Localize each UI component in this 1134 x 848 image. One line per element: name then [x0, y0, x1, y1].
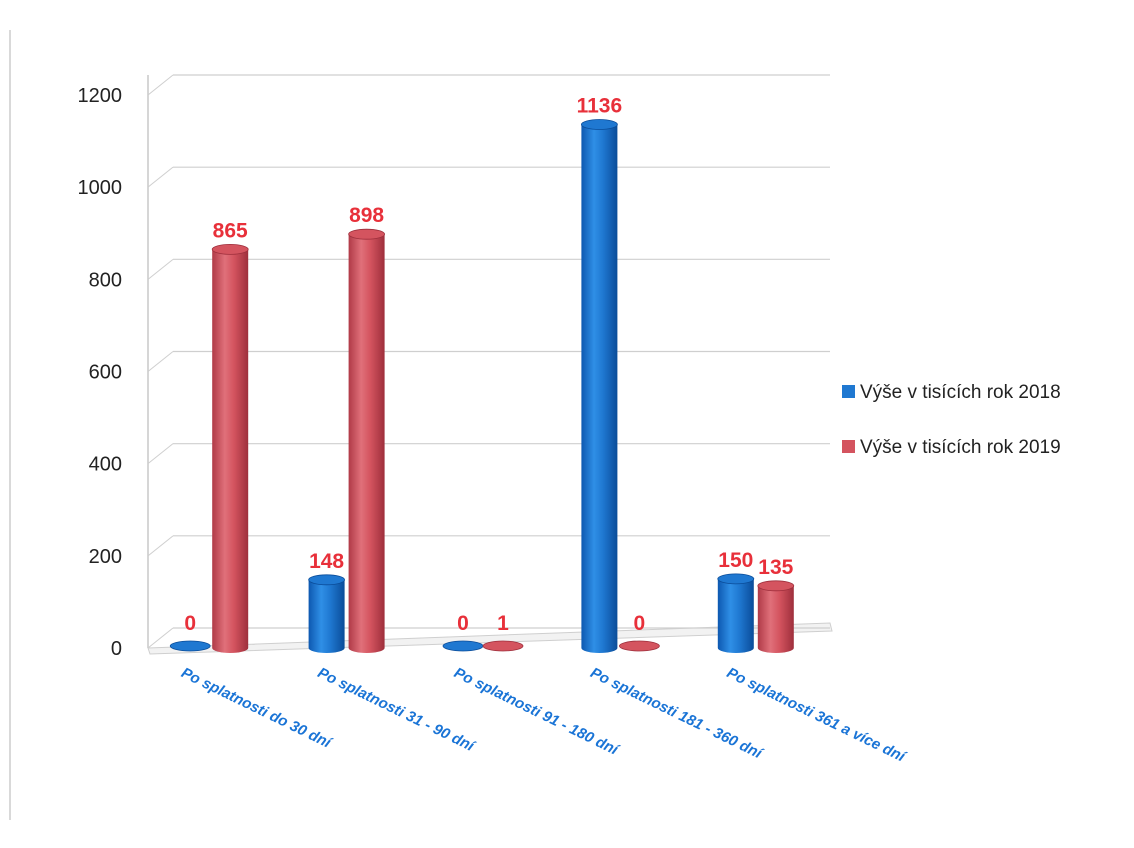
bar-flat: [442, 640, 484, 652]
bar-top: [348, 228, 386, 240]
category-label: Po splatnosti do 30 dní: [178, 664, 335, 752]
bar-body: [212, 249, 249, 654]
y-tick-label: 600: [89, 362, 122, 384]
y-tick-label: 200: [89, 546, 122, 568]
bar-top: [581, 119, 618, 130]
bar: [348, 228, 386, 653]
data-label: 865: [213, 219, 248, 242]
data-label: 1136: [577, 94, 623, 117]
gridline-depth: [147, 258, 174, 280]
data-label: 150: [718, 549, 753, 572]
bar-body: [717, 578, 754, 653]
gridline-depth: [147, 166, 174, 188]
bar: [581, 119, 618, 653]
y-tick-label: 1000: [78, 177, 123, 199]
legend-swatch: [842, 440, 855, 453]
bar-top: [308, 574, 346, 586]
gridline-depth: [147, 351, 174, 372]
bar: [717, 573, 755, 653]
bar-flat: [619, 640, 660, 652]
data-label: 0: [634, 612, 646, 635]
bar: [619, 640, 660, 652]
bar: [169, 640, 211, 652]
data-label: 135: [758, 556, 793, 579]
y-tick-label: 400: [89, 454, 122, 476]
data-label: 898: [349, 204, 384, 227]
y-tick-label: 800: [89, 269, 122, 291]
bar-flat: [482, 640, 524, 652]
y-tick-label: 1200: [78, 85, 123, 107]
bar-flat: [169, 640, 211, 652]
gridline-depth: [147, 627, 174, 649]
gridline-depth: [147, 443, 174, 465]
bar-body: [308, 579, 345, 653]
bar-body: [348, 234, 385, 653]
data-label: 148: [309, 550, 344, 573]
bar: [757, 580, 795, 653]
gridline-depth: [147, 74, 174, 96]
bar: [308, 574, 346, 653]
bar-top: [757, 580, 795, 592]
bar: [442, 640, 484, 652]
y-tick-label: 0: [111, 638, 122, 660]
page-border-left: [9, 30, 11, 820]
bar: [211, 243, 249, 654]
bar-body: [757, 585, 794, 653]
bar-top: [211, 243, 249, 255]
legend-label: Výše v tisících rok 2019: [860, 437, 1061, 458]
bar: [482, 640, 524, 652]
legend-label: Výše v tisících rok 2018: [860, 382, 1061, 403]
data-label: 0: [184, 612, 196, 635]
legend-swatch: [842, 385, 855, 398]
gridline-depth: [147, 535, 174, 557]
bar-top: [717, 573, 755, 585]
bar-body: [581, 124, 618, 653]
data-label: 0: [457, 612, 469, 635]
data-label: 1: [497, 612, 509, 635]
